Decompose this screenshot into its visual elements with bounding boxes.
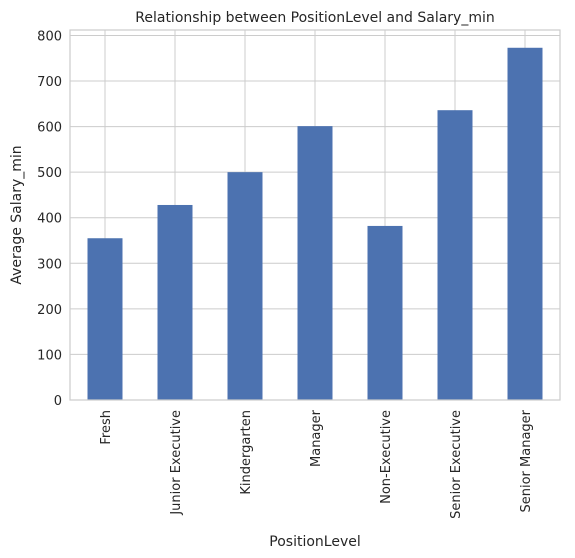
y-tick-label: 0 — [54, 394, 62, 409]
bar — [367, 225, 403, 400]
bar — [227, 172, 263, 400]
x-tick-label: Kindergarten — [239, 410, 254, 495]
y-tick-label: 700 — [37, 75, 62, 90]
y-tick-label: 200 — [37, 303, 62, 318]
y-axis-label: Average Salary_min — [9, 145, 25, 284]
x-tick-label: Non-Executive — [379, 410, 394, 504]
x-tick-label: Junior Executive — [169, 410, 184, 516]
x-tick-label: Senior Manager — [519, 409, 534, 512]
y-tick-label: 400 — [37, 212, 62, 227]
bar — [437, 110, 473, 400]
x-tick-labels: Fresh Junior Executive Kindergarten Manager… — [99, 409, 534, 518]
y-tick-label: 300 — [37, 257, 62, 272]
bar — [507, 47, 543, 400]
x-axis-label: PositionLevel — [269, 534, 360, 550]
x-tick-label: Manager — [309, 409, 324, 467]
y-tick-label: 800 — [37, 29, 62, 44]
bar — [87, 238, 123, 400]
chart-title: Relationship between PositionLevel and S… — [135, 10, 494, 26]
bar — [157, 204, 193, 400]
x-tick-label: Senior Executive — [449, 410, 464, 519]
bars — [87, 47, 543, 400]
y-tick-label: 100 — [37, 348, 62, 363]
x-tick-label: Fresh — [99, 410, 114, 445]
y-tick-labels: 0 100 200 300 400 500 600 700 800 — [37, 29, 62, 409]
plot-area-frame — [69, 29, 561, 401]
y-tick-label: 500 — [37, 166, 62, 181]
bar — [297, 126, 333, 400]
y-tick-label: 600 — [37, 121, 62, 136]
